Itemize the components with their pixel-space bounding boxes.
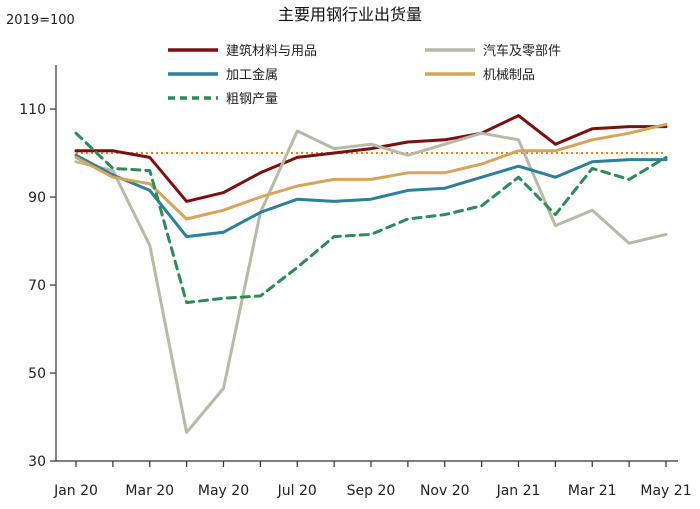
plot-area: 30 50 70 90 110 Jan 20 Mar 20 May 20 Jul 20 Sep 2… — [19, 65, 692, 499]
series-line-4 — [74, 131, 668, 305]
legend-label: 加工金属 — [226, 67, 278, 83]
x-tick-label: Jan 21 — [496, 483, 541, 499]
chart-title: 主要用钢行业出货量 — [278, 5, 422, 24]
y-tick-label: 110 — [19, 102, 46, 118]
x-tick-label: Sep 20 — [347, 483, 396, 499]
unit-label: 2019=100 — [6, 13, 75, 28]
x-tick-label: Nov 20 — [420, 483, 470, 499]
x-tick-label: May 20 — [198, 483, 249, 499]
legend-label: 建筑材料与用品 — [226, 43, 317, 59]
legend-label: 机械制品 — [483, 68, 535, 83]
series-line-3 — [74, 122, 668, 221]
series-line-1 — [74, 129, 668, 434]
legend-label: 粗钢产量 — [226, 92, 278, 107]
legend-label: 汽车及零部件 — [483, 43, 561, 59]
series-line-0 — [74, 114, 668, 203]
y-tick-label: 90 — [28, 190, 46, 206]
x-tick-label: Jul 20 — [277, 483, 317, 499]
x-tick-label: Jan 20 — [53, 483, 98, 499]
x-tick-label: May 21 — [640, 483, 691, 499]
y-tick-label: 50 — [28, 366, 46, 382]
series-line-2 — [74, 153, 668, 239]
x-tick-label: Mar 20 — [125, 483, 174, 499]
y-tick-label: 70 — [28, 278, 46, 294]
x-tick-label: Mar 21 — [568, 483, 617, 499]
y-tick-label: 30 — [28, 454, 46, 470]
